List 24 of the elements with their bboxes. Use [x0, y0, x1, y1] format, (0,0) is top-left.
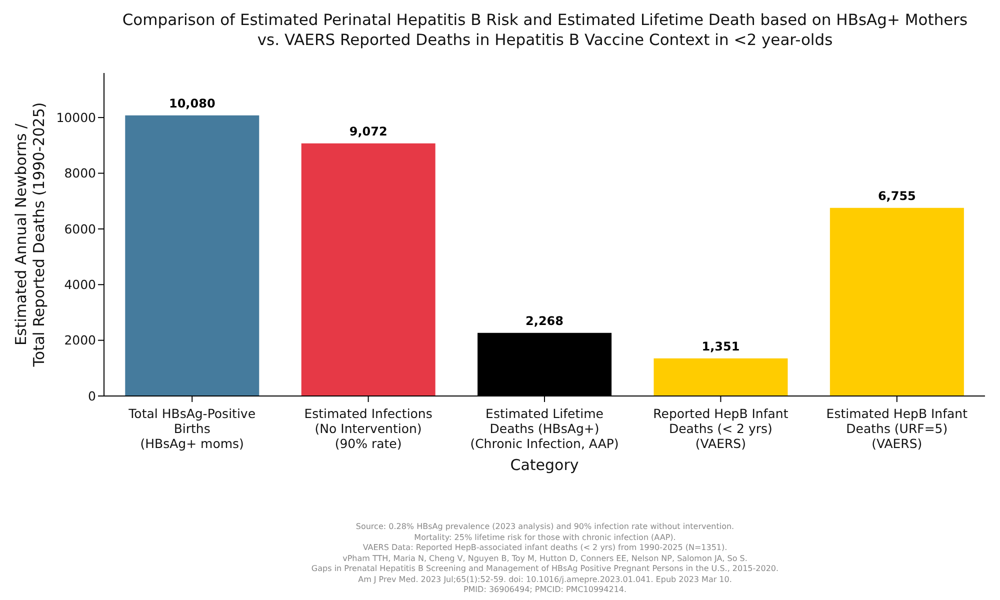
y-axis-title: Estimated Annual Newborns / Total Reported Deaths (1990-2025) — [12, 102, 48, 368]
source-note: Source: 0.28% HBsAg prevalence (2023 analysis) and 90% infection rate without intervention. Mortality: 25% lifetime risk for those with chronic infection (AAP). VAERS Data: Reported HepB-associated infant deaths (< 2 yrs) from 1990-2025 (N=1351). vPham TTH, Maria N, Cheng V, Nguyen B, Toy M, Hutton D, Conners EE, Nelson NP, Salomon JA, So S. Gaps in Prenatal Hepatitis B Screening and Management of HBsAg Positive Pregnant Persons in the U.S., 2015-2020. Am J Prev Med. 2023 Jul;65(1):52-59. doi: 10.1016/j.amepre.2023.01.041. Epub 2023 Mar 10. PMID: 36906494; PMCID: PMC10994214. — [310, 522, 780, 596]
y-tick-label: 6000 — [64, 221, 96, 236]
data-label: 1,351 — [702, 339, 740, 354]
bar — [301, 143, 436, 396]
x-tick-label: Total HBsAg-Positive Births (HBsAg+ moms) — [128, 406, 256, 451]
x-tick-label: Estimated Infections (No Intervention) (90% rate) — [304, 406, 432, 451]
y-tick-label: 2000 — [64, 332, 96, 348]
bar — [654, 358, 788, 396]
bar — [125, 115, 260, 396]
x-axis-title: Category — [509, 456, 580, 474]
x-tick-label: Reported HepB Infant Deaths (< 2 yrs) (VAERS) — [653, 406, 788, 451]
data-label: 6,755 — [878, 188, 916, 203]
data-label: 2,268 — [526, 314, 564, 328]
y-tick-label: 0 — [88, 388, 96, 404]
y-tick-label: 4000 — [64, 277, 96, 292]
bar — [830, 208, 964, 396]
x-tick-label: Estimated Lifetime Deaths (HBsAg+) (Chronic Infection, AAP) — [470, 406, 619, 451]
y-tick-label: 8000 — [64, 166, 96, 181]
data-label: 10,080 — [168, 96, 216, 110]
data-label: 9,072 — [349, 124, 388, 138]
y-tick-label: 10000 — [56, 110, 96, 125]
chart-title: Comparison of Estimated Perinatal Hepatitis B Risk and Estimated Lifetime Death based on HBsAg+ Mothers vs. VAERS Reported Deaths in Hepatitis B Vaccine Context in <2 year-olds — [121, 10, 969, 50]
x-tick-label: Estimated HepB Infant Deaths (URF=5) (VAERS) — [826, 406, 968, 451]
